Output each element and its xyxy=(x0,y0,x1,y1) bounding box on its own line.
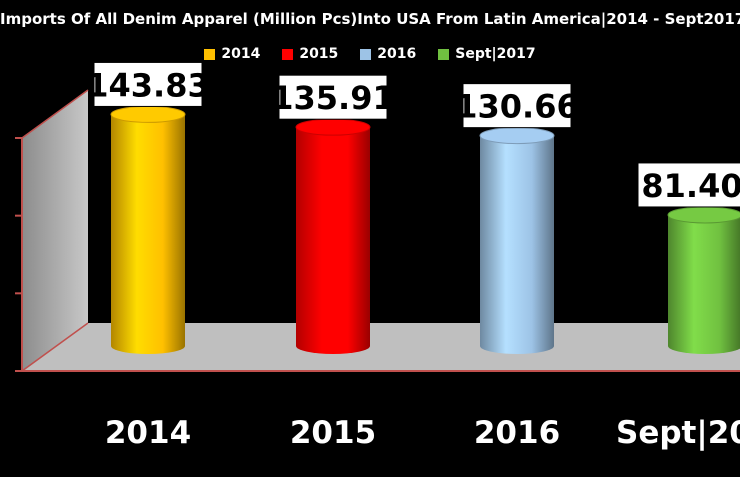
bar-top-1 xyxy=(295,118,371,136)
category-label-3: Sept|2017 xyxy=(616,415,740,451)
legend-label-2016: 2016 xyxy=(377,46,417,62)
legend-label-2014: 2014 xyxy=(221,46,261,62)
bar-body-2 xyxy=(480,135,554,346)
legend-item-2016: 2016 xyxy=(360,46,416,62)
data-label-0: 143.83 xyxy=(86,66,209,104)
legend: 2014 2015 2016 Sept|2017 xyxy=(0,46,740,62)
legend-item-sept-2017: Sept|2017 xyxy=(438,46,536,62)
data-label-2: 130.66 xyxy=(455,88,578,126)
legend-swatch-2016 xyxy=(360,48,372,60)
data-label-3: 81.40 xyxy=(641,167,740,205)
category-label-0: 2014 xyxy=(105,415,191,451)
legend-swatch-sept-2017 xyxy=(438,48,450,60)
chart-title: Imports Of All Denim Apparel (Million Pc… xyxy=(0,10,740,28)
legend-item-2014: 2014 xyxy=(204,46,260,62)
legend-swatch-2014 xyxy=(204,48,216,60)
data-label-box-0 xyxy=(93,61,203,107)
bar-base-3 xyxy=(668,338,740,354)
legend-item-2015: 2015 xyxy=(282,46,338,62)
bar-base-1 xyxy=(296,338,370,354)
category-label-2: 2016 xyxy=(474,415,560,451)
bar-base-0 xyxy=(111,338,185,354)
data-label-box-3 xyxy=(637,162,740,208)
legend-swatch-2015 xyxy=(282,48,294,60)
back-wall xyxy=(22,90,88,371)
wall-top-edge xyxy=(21,89,89,139)
floor xyxy=(22,323,740,371)
bar-top-3 xyxy=(667,206,740,224)
category-label-1: 2015 xyxy=(290,415,376,451)
data-label-box-2 xyxy=(462,83,572,129)
legend-label-sept-2017: Sept|2017 xyxy=(455,46,536,62)
bar-body-1 xyxy=(296,127,370,346)
floor-side-edge xyxy=(21,322,89,372)
data-label-1: 135.91 xyxy=(271,79,394,117)
bar-top-0 xyxy=(110,105,186,123)
bar-base-2 xyxy=(480,338,554,354)
bar-top-2 xyxy=(479,127,555,145)
bar-body-3 xyxy=(668,214,740,346)
legend-label-2015: 2015 xyxy=(299,46,339,62)
bar-body-0 xyxy=(111,114,185,346)
data-label-box-1 xyxy=(278,74,388,120)
